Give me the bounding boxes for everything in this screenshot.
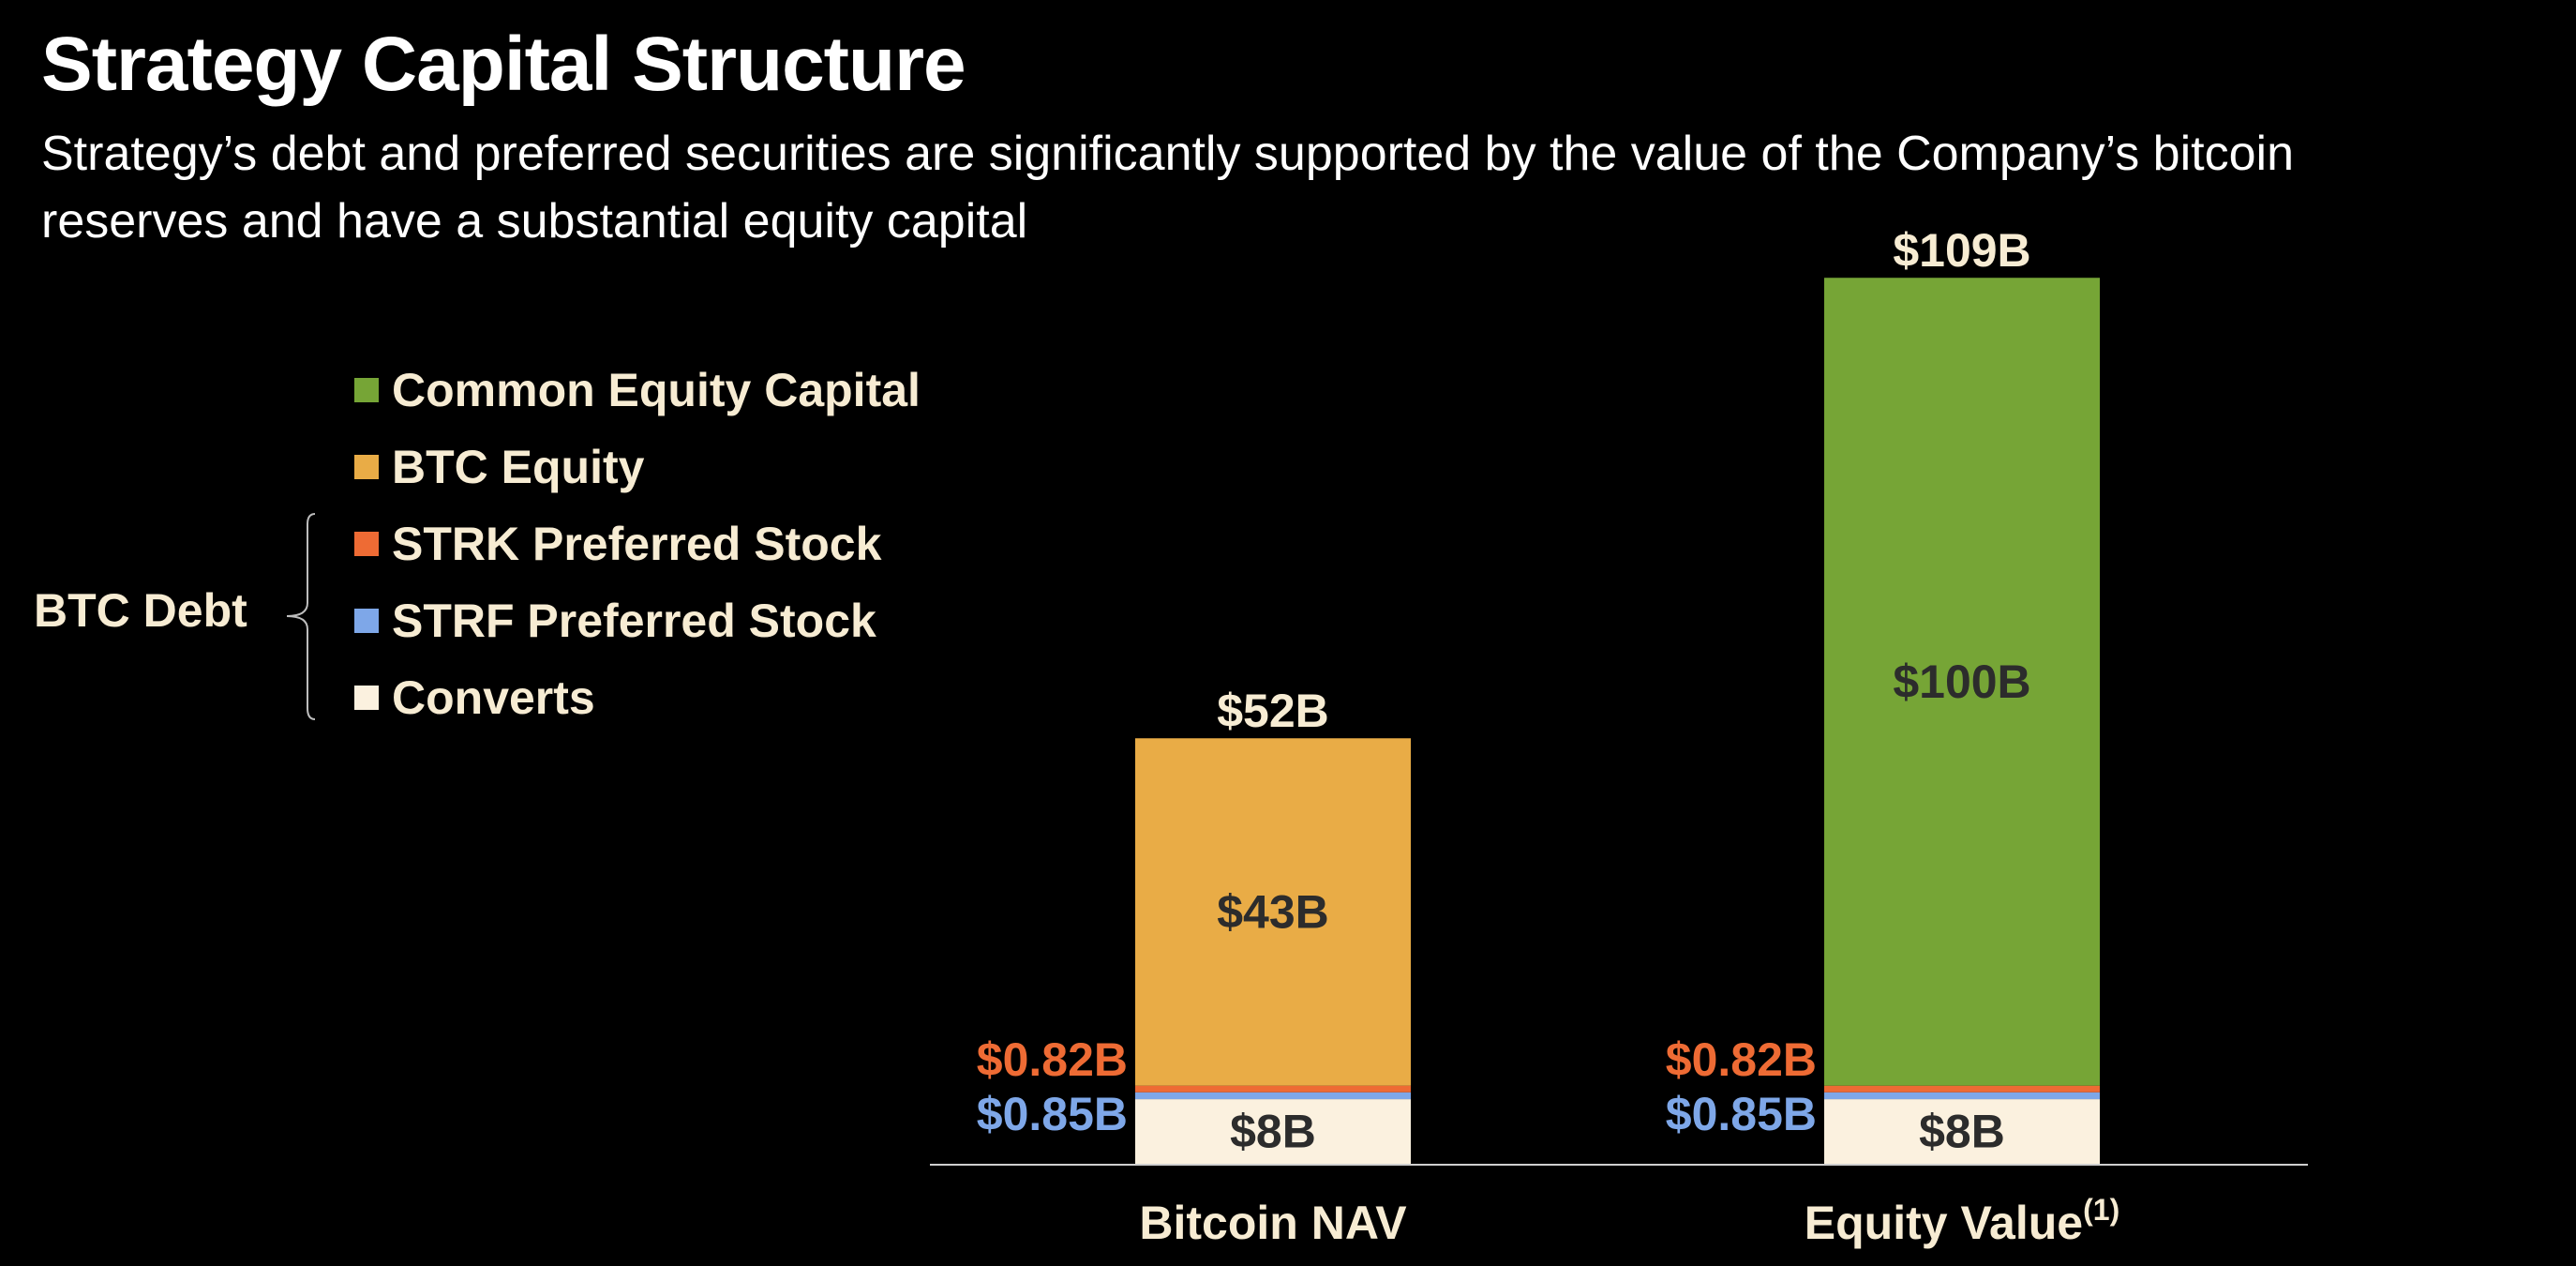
- data-label-equity-value-strf-preferred-stock: $0.85B: [1666, 1088, 1817, 1140]
- total-label-bitcoin-nav: $52B: [1217, 685, 1329, 737]
- data-label-bitcoin-nav-strk-preferred-stock: $0.82B: [977, 1033, 1128, 1086]
- legend-label-btc-equity: BTC Equity: [392, 441, 645, 493]
- bar-bitcoin-nav-converts: [1135, 1099, 1411, 1164]
- bar-bitcoin-nav-btc-equity: [1135, 738, 1411, 1086]
- legend-item-strk: STRK Preferred Stock: [354, 505, 921, 582]
- legend-swatch-strf: [354, 609, 379, 633]
- btc-debt-group-label: BTC Debt: [34, 584, 247, 637]
- legend-label-converts: Converts: [392, 671, 595, 724]
- data-label-equity-value-converts: $8B: [1919, 1106, 2005, 1158]
- legend-item-common-equity: Common Equity Capital: [354, 352, 921, 429]
- bar-equity-value-converts: [1824, 1099, 2100, 1164]
- category-label-equity-value: Equity Value(1): [1805, 1193, 2119, 1249]
- page-subtitle: Strategy’s debt and preferred securities…: [41, 127, 2294, 249]
- bar-equity-value-strk-preferred-stock: [1824, 1085, 2100, 1093]
- legend-swatch-btc-equity: [354, 455, 379, 479]
- chart-legend: Common Equity Capital BTC Equity STRK Pr…: [354, 352, 921, 736]
- bar-equity-value-strf-preferred-stock: [1824, 1092, 2100, 1100]
- category-label-bitcoin-nav: Bitcoin NAV: [1139, 1197, 1407, 1249]
- legend-swatch-converts: [354, 686, 379, 710]
- bar-equity-value-common-equity-capital: [1824, 278, 2100, 1086]
- data-label-bitcoin-nav-strf-preferred-stock: $0.85B: [977, 1088, 1128, 1140]
- data-label-equity-value-strk-preferred-stock: $0.82B: [1666, 1033, 1817, 1086]
- page-title: Strategy Capital Structure: [41, 22, 966, 107]
- footnote-superscript: (1): [2083, 1193, 2119, 1227]
- legend-swatch-common-equity: [354, 378, 379, 402]
- data-label-equity-value-common-equity-capital: $100B: [1893, 656, 2030, 708]
- legend-label-strk: STRK Preferred Stock: [392, 518, 882, 570]
- legend-item-converts: Converts: [354, 659, 921, 736]
- bar-bitcoin-nav-strf-preferred-stock: [1135, 1092, 1411, 1100]
- legend-label-common-equity: Common Equity Capital: [392, 364, 921, 416]
- legend-swatch-strk: [354, 532, 379, 556]
- legend-item-strf: STRF Preferred Stock: [354, 582, 921, 659]
- btc-debt-brace: [286, 513, 316, 720]
- legend-item-btc-equity: BTC Equity: [354, 429, 921, 505]
- total-label-equity-value: $109B: [1893, 224, 2030, 277]
- data-label-bitcoin-nav-converts: $8B: [1230, 1106, 1316, 1158]
- data-label-bitcoin-nav-btc-equity: $43B: [1217, 885, 1329, 938]
- bar-bitcoin-nav-strk-preferred-stock: [1135, 1085, 1411, 1093]
- legend-label-strf: STRF Preferred Stock: [392, 595, 876, 647]
